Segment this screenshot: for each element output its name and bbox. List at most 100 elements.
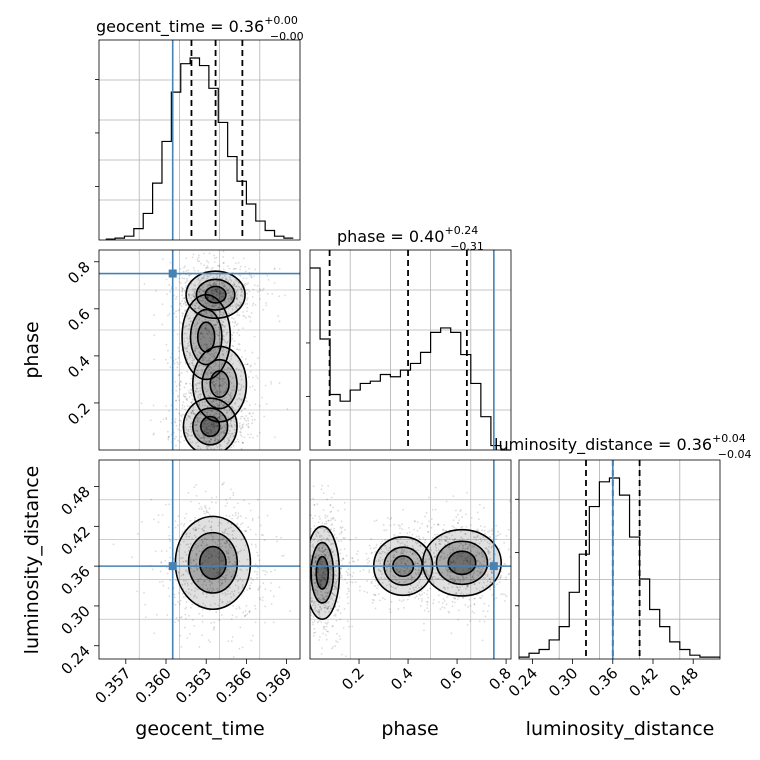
sample-point [189, 382, 192, 385]
sample-point [196, 447, 199, 450]
sample-point [205, 584, 207, 587]
sample-point [305, 604, 307, 606]
sample-point [342, 557, 345, 560]
sample-point [203, 336, 206, 339]
hist-bin [256, 221, 265, 240]
sample-point [451, 534, 454, 537]
sample-point [211, 431, 213, 434]
sample-point [334, 615, 337, 617]
sample-point [206, 382, 208, 385]
sample-point [321, 543, 324, 545]
sample-point [225, 455, 227, 457]
sample-point [328, 581, 330, 584]
sample-point [186, 314, 189, 317]
sample-point [347, 602, 349, 605]
sample-point [257, 456, 259, 458]
sample-point [220, 427, 222, 429]
sample-point [306, 569, 308, 571]
sample-point [167, 349, 169, 352]
sample-point [205, 509, 208, 512]
sample-point [197, 394, 200, 397]
sample-point [327, 538, 330, 541]
sample-point [415, 586, 417, 589]
sample-point [203, 264, 205, 267]
sample-point [181, 290, 184, 293]
sample-point [223, 335, 225, 338]
sample-point [189, 320, 192, 322]
sample-point [198, 317, 201, 320]
sample-point [342, 627, 345, 629]
sample-point [201, 615, 204, 617]
sample-point [206, 301, 209, 304]
sample-point [192, 359, 195, 361]
sample-point [485, 547, 488, 550]
sample-point [215, 461, 217, 463]
sample-point [230, 382, 233, 385]
sample-point [368, 569, 371, 572]
sample-point [336, 632, 338, 635]
sample-point [325, 625, 328, 628]
sample-point [325, 553, 327, 556]
sample-point [231, 293, 234, 296]
sample-point [324, 561, 327, 564]
sample-point [476, 559, 479, 562]
sample-point [478, 553, 481, 555]
sample-point [321, 547, 324, 550]
sample-point [284, 294, 286, 297]
sample-point [331, 592, 334, 595]
sample-point [177, 309, 180, 312]
sample-point [229, 419, 232, 422]
sample-point [464, 604, 467, 606]
sample-point [423, 541, 426, 544]
sample-point [219, 546, 222, 549]
sample-point [306, 613, 308, 615]
sample-point [219, 274, 222, 277]
sample-point [225, 550, 228, 552]
sample-point [313, 582, 316, 585]
sample-point [225, 603, 228, 605]
sample-point [236, 298, 238, 301]
sample-point [216, 575, 219, 577]
sample-point [204, 327, 207, 330]
sample-point [221, 296, 224, 299]
sample-point [165, 550, 168, 552]
sample-point [433, 561, 436, 564]
sample-point [219, 298, 222, 301]
sample-point [428, 548, 431, 551]
sample-point [170, 305, 173, 308]
sample-point [311, 517, 314, 520]
sample-point [237, 288, 239, 291]
sample-point [200, 312, 203, 315]
sample-point [225, 345, 228, 347]
sample-point [228, 586, 231, 589]
sample-point [188, 362, 191, 365]
sample-point [232, 537, 235, 540]
sample-point [319, 599, 322, 601]
sample-point [192, 410, 194, 413]
sample-point [452, 580, 455, 583]
sample-point [202, 510, 205, 513]
sample-point [265, 301, 267, 304]
sample-point [416, 557, 419, 560]
sample-point [427, 575, 430, 578]
sample-point [236, 452, 238, 454]
sample-point [193, 559, 196, 562]
sample-point [169, 366, 172, 369]
sample-point [484, 532, 487, 535]
sample-point [231, 533, 234, 536]
sample-point [248, 610, 251, 613]
sample-point [451, 549, 454, 551]
sample-point [184, 300, 186, 303]
sample-point [255, 375, 257, 377]
sample-point [239, 568, 241, 571]
sample-point [379, 570, 382, 572]
sample-point [248, 267, 251, 270]
sample-point [207, 320, 210, 322]
sample-point [243, 315, 246, 318]
sample-point [289, 591, 291, 593]
sample-point [185, 431, 188, 434]
sample-point [464, 533, 467, 535]
sample-point [326, 592, 329, 594]
sample-point [213, 324, 215, 326]
sample-point [236, 307, 238, 310]
